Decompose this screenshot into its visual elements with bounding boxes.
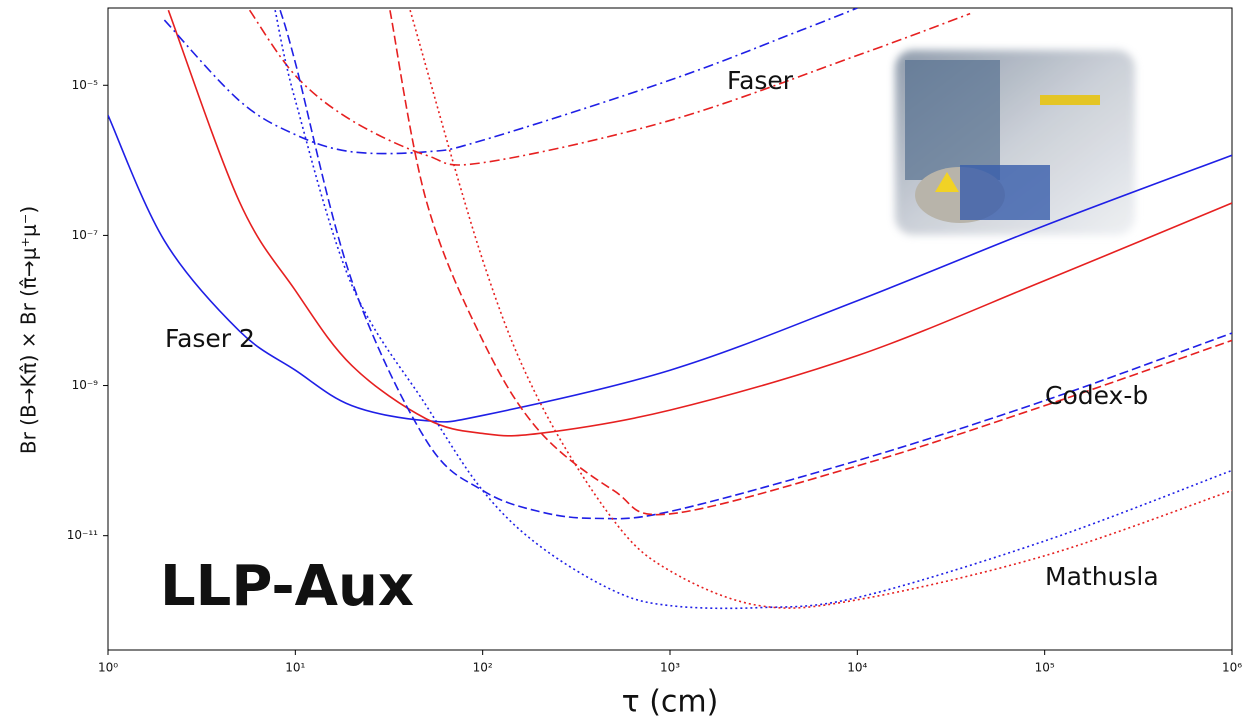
x-tick-label: 10⁵ [1035, 661, 1055, 675]
curve-label: Codex-b [1045, 381, 1148, 410]
x-tick-label: 10³ [660, 661, 680, 675]
series-line [389, 10, 1232, 516]
y-tick-label: 10⁻⁹ [72, 378, 99, 392]
series-line [409, 9, 1232, 609]
series-line [248, 9, 971, 166]
y-tick-label: 10⁻¹¹ [67, 528, 98, 542]
series-line [279, 9, 1232, 520]
series-line [274, 10, 1232, 610]
y-tick-label: 10⁻⁵ [72, 78, 99, 92]
x-tick-label: 10¹ [285, 661, 305, 675]
curve-label: Mathusla [1045, 562, 1159, 591]
curve-label: Faser [727, 66, 794, 95]
curve-label: Faser 2 [165, 324, 255, 353]
x-tick-label: 10⁰ [98, 661, 118, 675]
y-tick-label: 10⁻⁷ [72, 228, 99, 242]
y-axis-label: Br (B→Kπ̂) × Br (π̂→μ⁺μ⁻) [17, 206, 41, 454]
plot-lines [108, 8, 1232, 610]
x-axis-label: τ (cm) [622, 685, 719, 720]
x-tick-label: 10⁴ [847, 661, 867, 675]
series-line [108, 114, 1232, 423]
watermark: LLP-Aux [160, 554, 414, 619]
series-line [163, 8, 858, 155]
series-line [167, 9, 1232, 437]
x-tick-label: 10² [473, 661, 493, 675]
x-tick-label: 10⁶ [1222, 661, 1242, 675]
inset-photo [895, 50, 1135, 235]
